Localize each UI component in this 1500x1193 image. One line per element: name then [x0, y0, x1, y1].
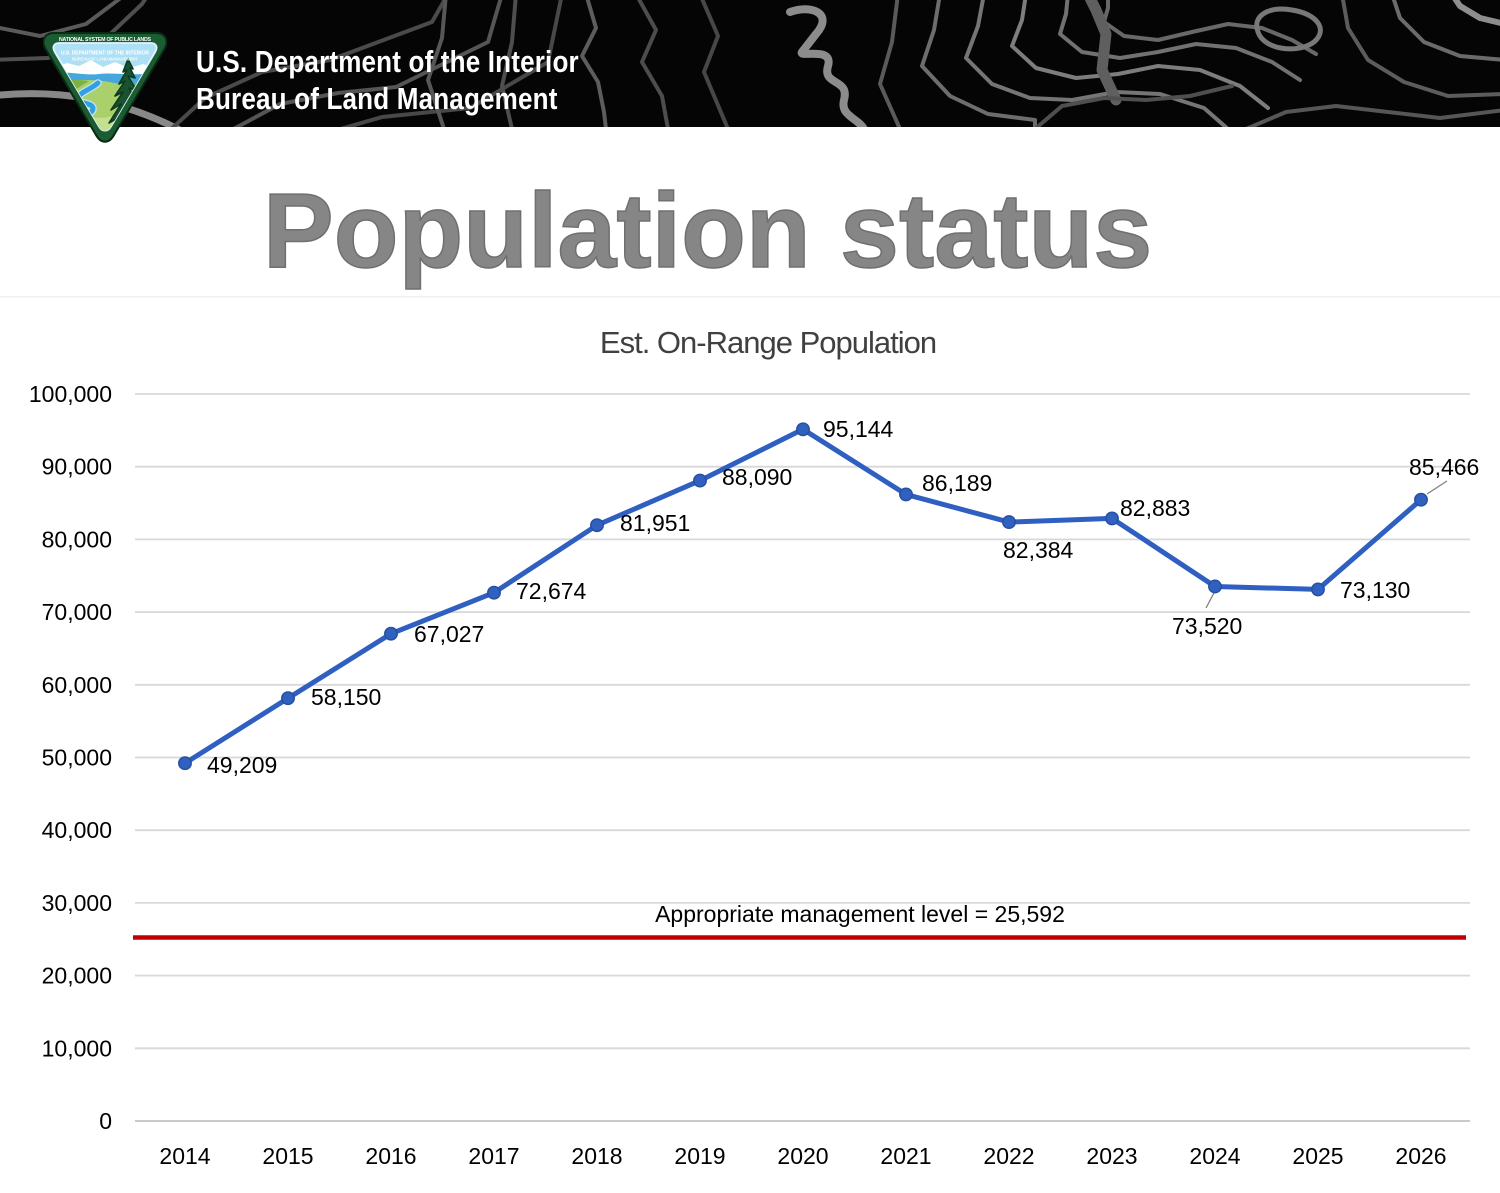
svg-text:73,130: 73,130	[1340, 577, 1410, 603]
svg-text:70,000: 70,000	[42, 599, 112, 625]
svg-text:BUREAU OF LAND MANAGEMENT: BUREAU OF LAND MANAGEMENT	[72, 57, 138, 62]
svg-text:58,150: 58,150	[311, 684, 381, 710]
svg-text:0: 0	[99, 1108, 112, 1134]
svg-text:2025: 2025	[1292, 1143, 1343, 1169]
svg-text:100,000: 100,000	[29, 381, 112, 407]
svg-text:90,000: 90,000	[42, 454, 112, 480]
svg-text:50,000: 50,000	[42, 745, 112, 771]
svg-text:85,466: 85,466	[1409, 454, 1479, 480]
svg-text:2022: 2022	[983, 1143, 1034, 1169]
svg-text:86,189: 86,189	[922, 470, 992, 496]
svg-text:Appropriate management level =: Appropriate management level = 25,592	[655, 901, 1065, 927]
svg-text:60,000: 60,000	[42, 672, 112, 698]
svg-text:2026: 2026	[1395, 1143, 1446, 1169]
svg-text:U.S. DEPARTMENT OF THE INTERIO: U.S. DEPARTMENT OF THE INTERIOR	[61, 51, 149, 57]
svg-text:49,209: 49,209	[207, 752, 277, 778]
svg-text:82,883: 82,883	[1120, 495, 1190, 521]
svg-text:80,000: 80,000	[42, 526, 112, 552]
svg-text:81,951: 81,951	[620, 510, 690, 536]
svg-text:2015: 2015	[262, 1143, 313, 1169]
svg-text:82,384: 82,384	[1003, 537, 1074, 563]
svg-text:2020: 2020	[777, 1143, 828, 1169]
svg-text:NATIONAL SYSTEM OF PUBLIC LAND: NATIONAL SYSTEM OF PUBLIC LANDS	[59, 37, 152, 43]
svg-text:2016: 2016	[365, 1143, 416, 1169]
svg-text:2014: 2014	[159, 1143, 210, 1169]
svg-text:10,000: 10,000	[42, 1035, 112, 1061]
svg-text:30,000: 30,000	[42, 890, 112, 916]
svg-text:2021: 2021	[880, 1143, 931, 1169]
svg-text:72,674: 72,674	[516, 578, 587, 604]
svg-text:2023: 2023	[1086, 1143, 1137, 1169]
svg-text:67,027: 67,027	[414, 621, 484, 647]
svg-text:2018: 2018	[571, 1143, 622, 1169]
svg-text:40,000: 40,000	[42, 817, 112, 843]
svg-text:95,144: 95,144	[823, 416, 894, 442]
svg-text:88,090: 88,090	[722, 464, 792, 490]
svg-text:73,520: 73,520	[1172, 613, 1242, 639]
svg-text:20,000: 20,000	[42, 963, 112, 989]
svg-text:2017: 2017	[468, 1143, 519, 1169]
svg-text:2024: 2024	[1189, 1143, 1240, 1169]
svg-text:2019: 2019	[674, 1143, 725, 1169]
